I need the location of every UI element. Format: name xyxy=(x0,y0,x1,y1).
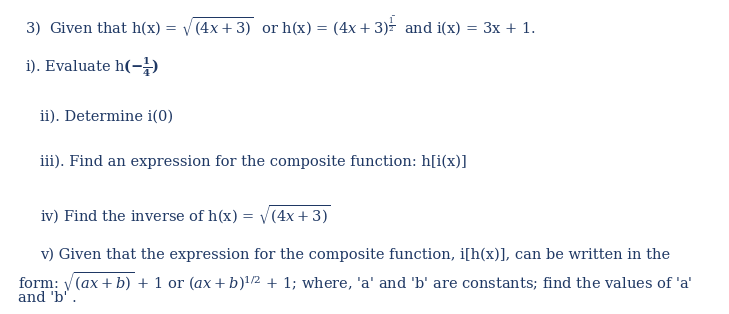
Text: and 'b' .: and 'b' . xyxy=(18,291,77,305)
Text: v) Given that the expression for the composite function, i[h(x)], can be written: v) Given that the expression for the com… xyxy=(40,248,670,263)
Text: form: $\sqrt{(ax+b)}$ + 1 or $(ax+b)^{1/2}$ + 1; where, 'a' and 'b' are constant: form: $\sqrt{(ax+b)}$ + 1 or $(ax+b)^{1/… xyxy=(18,270,693,294)
Text: ii). Determine i(0): ii). Determine i(0) xyxy=(40,110,173,124)
Text: 3)  Given that h(x) = $\sqrt{(4x+3)}$  or h(x) = $(4x+3)^{\bar{\frac{1}{2}}}$  a: 3) Given that h(x) = $\sqrt{(4x+3)}$ or … xyxy=(25,14,536,39)
Text: i). Evaluate h$\mathbf{(-\frac{1}{4})}$: i). Evaluate h$\mathbf{(-\frac{1}{4})}$ xyxy=(25,55,160,79)
Text: iii). Find an expression for the composite function: h[i(x)]: iii). Find an expression for the composi… xyxy=(40,155,467,169)
Text: iv) Find the inverse of h(x) = $\sqrt{(4x+3)}$: iv) Find the inverse of h(x) = $\sqrt{(4… xyxy=(40,203,331,227)
